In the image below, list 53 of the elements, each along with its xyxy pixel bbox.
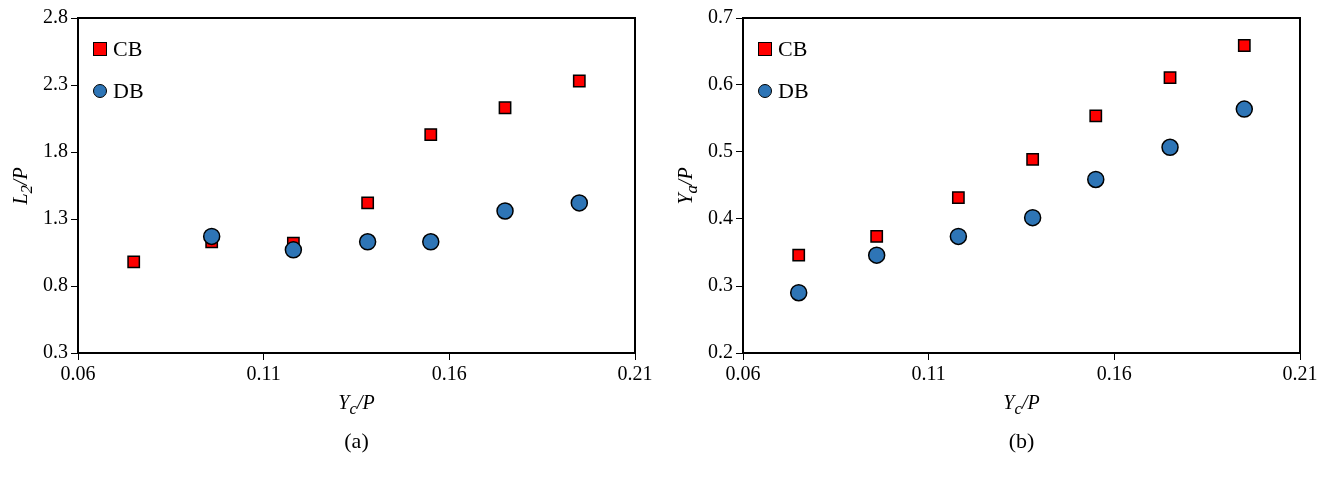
point	[1163, 71, 1177, 85]
y-tick-label: 0.4	[708, 206, 733, 229]
legend-label: DB	[778, 78, 809, 104]
y-tick-label: 2.8	[43, 5, 68, 28]
x-axis-title: Y$_{c}$/P	[1003, 391, 1040, 419]
x-tick-label: 0.21	[617, 362, 653, 385]
point	[570, 194, 589, 212]
x-tick-label: 0.11	[246, 362, 281, 385]
y-tick-label: 0.3	[43, 340, 68, 363]
point	[496, 202, 514, 220]
point	[870, 230, 884, 243]
y-tick-label: 0.7	[708, 5, 733, 28]
point	[422, 233, 440, 251]
x-axis-title: Y$_{c}$/P	[338, 391, 375, 419]
y-tick-label: 0.8	[43, 273, 68, 296]
text: (a)	[344, 428, 369, 454]
y-tick-label: 0.6	[708, 72, 733, 95]
y-tick-label: 0.5	[708, 139, 733, 162]
point	[951, 191, 965, 204]
y-tick-label: 1.8	[43, 139, 68, 162]
point	[361, 196, 375, 210]
point	[1023, 208, 1042, 227]
legend-label: CB	[778, 36, 808, 62]
y-tick-label: 1.3	[43, 206, 68, 229]
point	[1235, 100, 1254, 118]
point	[572, 74, 586, 88]
point	[1087, 170, 1105, 189]
point	[284, 241, 303, 259]
x-tick-label: 0.06	[725, 362, 761, 385]
y-tick-label: 0.2	[708, 340, 733, 363]
point	[424, 128, 438, 141]
text: (b)	[1008, 428, 1035, 454]
point	[127, 255, 141, 269]
point	[1026, 152, 1040, 166]
legend-label: DB	[113, 78, 144, 104]
point	[1237, 39, 1251, 52]
point	[202, 227, 221, 246]
x-tick-label: 0.16	[1096, 362, 1132, 385]
point	[1161, 138, 1179, 157]
point	[949, 227, 968, 246]
legend-label: CB	[113, 36, 143, 62]
point	[1089, 109, 1103, 123]
point	[498, 101, 512, 115]
y-tick-label: 0.3	[708, 273, 733, 296]
y-tick-label: 2.3	[43, 72, 68, 95]
x-tick-label: 0.21	[1282, 362, 1318, 385]
point	[867, 246, 886, 264]
point	[358, 233, 377, 251]
x-tick-label: 0.11	[911, 362, 946, 385]
point	[792, 248, 806, 262]
point	[789, 283, 808, 302]
x-tick-label: 0.16	[431, 362, 467, 385]
x-tick-label: 0.06	[60, 362, 96, 385]
